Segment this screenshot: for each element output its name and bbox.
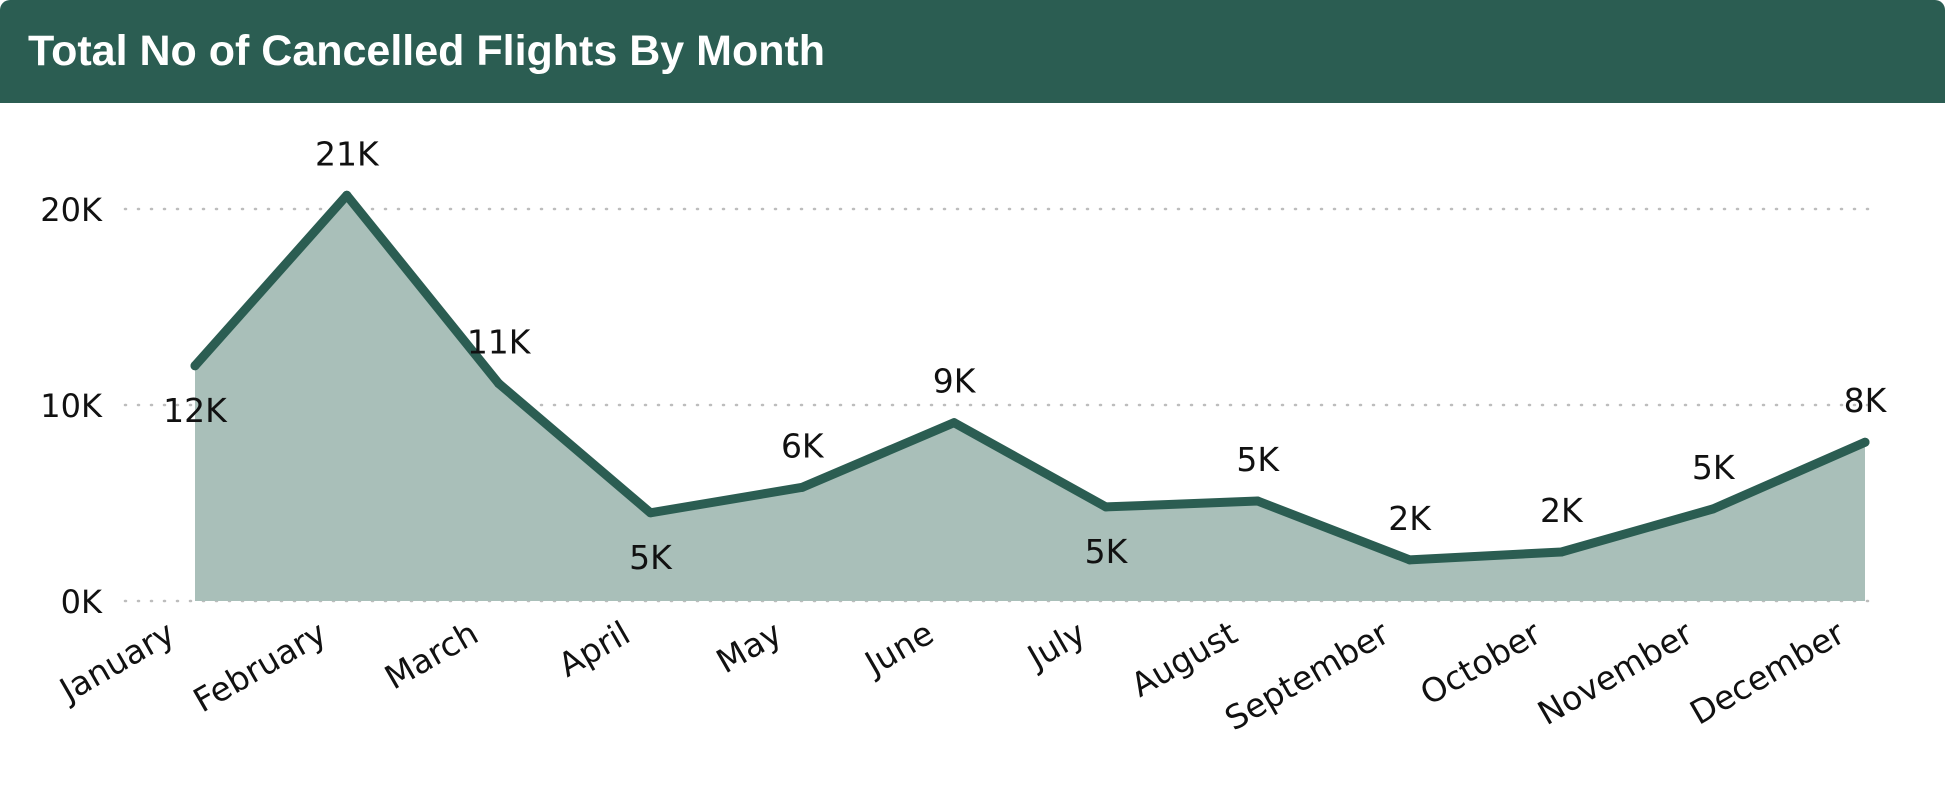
y-tick-label: 0K	[61, 583, 103, 621]
data-label-july: 5K	[1085, 532, 1129, 571]
x-tick-label-may: May	[710, 613, 789, 681]
data-label-february: 21K	[315, 134, 380, 173]
chart-header: Total No of Cancelled Flights By Month	[0, 0, 1945, 103]
data-label-april: 5K	[629, 538, 673, 577]
y-tick-label: 10K	[40, 387, 103, 425]
data-point-july	[1101, 502, 1111, 512]
x-tick-label-july: July	[1019, 613, 1092, 677]
data-label-january: 12K	[163, 391, 228, 430]
x-tick-label-december: December	[1683, 613, 1851, 733]
x-tick-label-march: March	[378, 613, 485, 697]
data-point-march	[494, 378, 504, 388]
data-point-june	[949, 418, 959, 428]
data-label-june: 9K	[933, 362, 977, 401]
y-tick-label: 20K	[40, 191, 103, 229]
data-point-october	[1556, 547, 1566, 557]
area-fill	[195, 195, 1865, 601]
data-label-march: 11K	[467, 322, 532, 361]
x-tick-label-november: November	[1531, 613, 1700, 733]
data-point-september	[1405, 555, 1415, 565]
series-line	[190, 190, 1870, 565]
data-label-august: 5K	[1236, 440, 1280, 479]
x-tick-label-august: August	[1124, 613, 1244, 705]
x-tick-label-june: June	[857, 613, 940, 684]
x-tick-label-october: October	[1413, 613, 1547, 713]
data-point-august	[1253, 496, 1263, 506]
x-tick-label-february: February	[187, 613, 333, 720]
chart-title: Total No of Cancelled Flights By Month	[28, 27, 826, 75]
data-point-november	[1708, 504, 1718, 514]
data-label-december: 8K	[1844, 381, 1888, 420]
x-tick-label-april: April	[552, 613, 637, 684]
data-label-november: 5K	[1692, 448, 1736, 487]
x-tick-label-january: January	[51, 613, 181, 710]
data-label-september: 2K	[1388, 499, 1432, 538]
data-point-april	[645, 508, 655, 518]
data-point-may	[797, 482, 807, 492]
data-point-december	[1860, 437, 1870, 447]
data-label-may: 6K	[781, 426, 825, 465]
data-point-january	[190, 361, 200, 371]
x-tick-label-september: September	[1218, 613, 1396, 738]
data-point-february	[342, 190, 352, 200]
data-label-october: 2K	[1540, 491, 1584, 530]
